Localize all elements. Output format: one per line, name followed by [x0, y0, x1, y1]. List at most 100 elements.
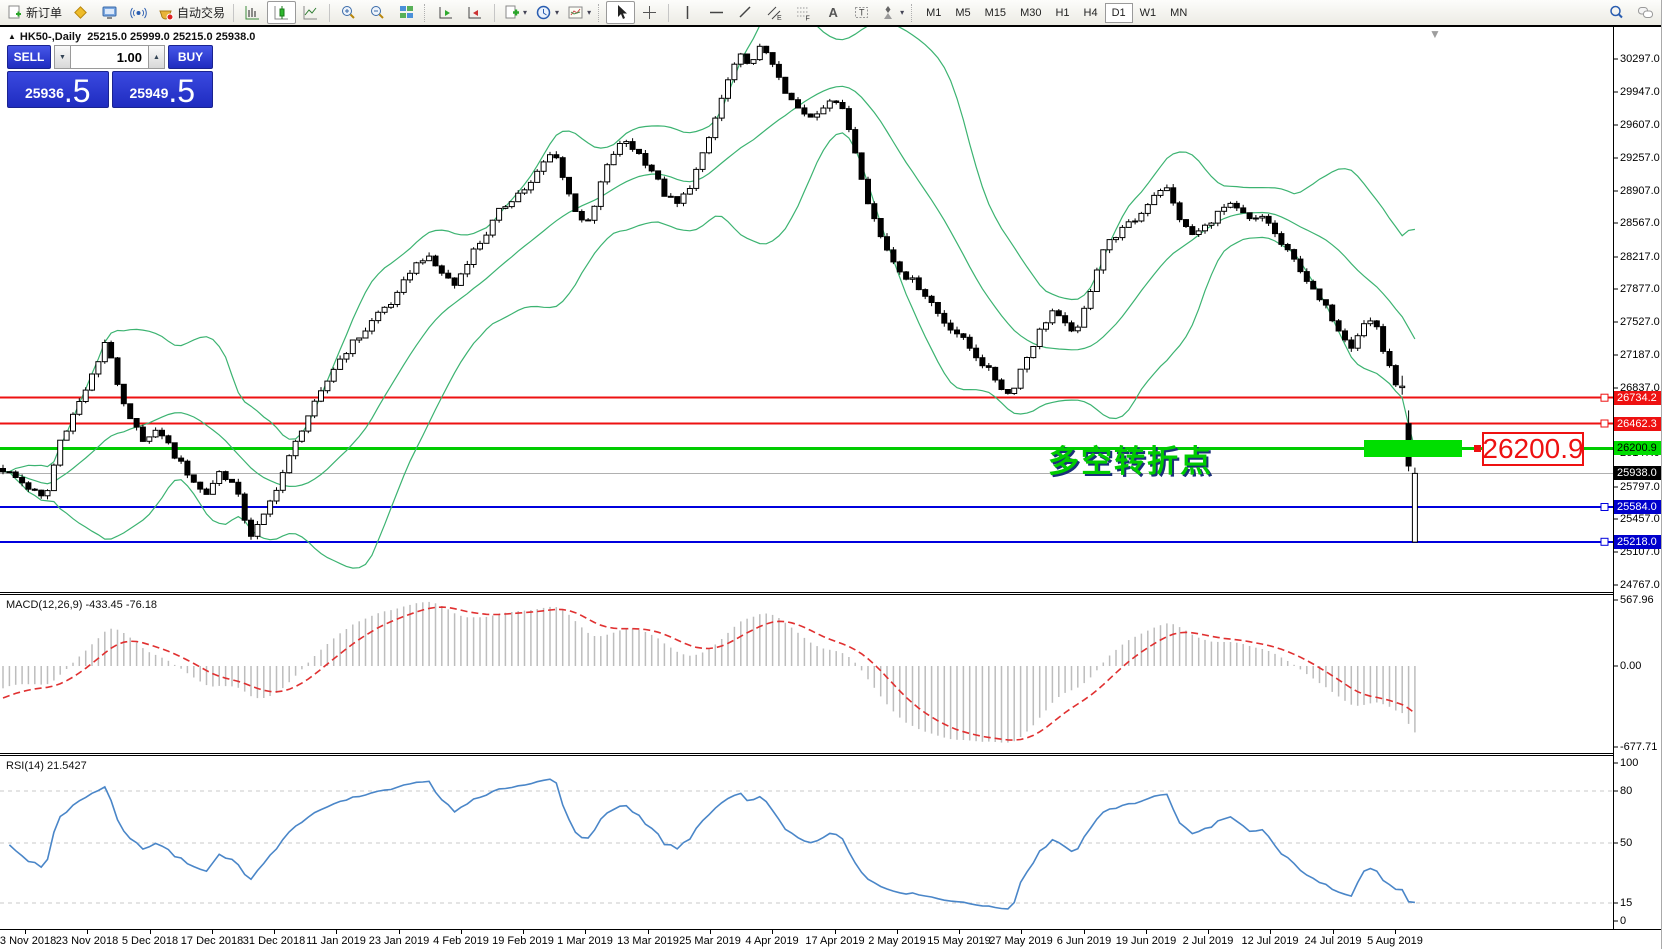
sell-button[interactable]: SELL [7, 45, 51, 69]
price-marker-badge: 26200.9 [1614, 441, 1661, 455]
chat-button[interactable] [1631, 1, 1660, 24]
terminal-button[interactable] [95, 1, 124, 24]
text-tool-button[interactable]: A [818, 1, 847, 24]
indicators-button[interactable]: ▾ [499, 1, 531, 24]
price-marker-badge: 25218.0 [1614, 535, 1661, 549]
indicator-axis-label: 0.00 [1620, 660, 1642, 672]
time-axis-tick [897, 930, 898, 934]
sell-price-display[interactable]: 25936.5 [7, 71, 109, 108]
line-handle[interactable] [1600, 419, 1609, 428]
indicator-axis-tick [1614, 599, 1618, 601]
buy-price-display[interactable]: 25949.5 [111, 71, 213, 108]
price-callout-label[interactable]: 26200.9 [1482, 432, 1584, 466]
tile-windows-button[interactable] [392, 1, 421, 24]
trendline-tool-button[interactable] [731, 1, 760, 24]
cursor-button[interactable] [606, 1, 636, 24]
line-chart-button[interactable] [296, 1, 325, 24]
rsi-value: 21.5427 [46, 760, 87, 772]
fibonacci-tool-button[interactable]: F [789, 1, 818, 24]
timeframe-w1[interactable]: W1 [1139, 6, 1157, 19]
timeframe-h1[interactable]: H1 [1055, 6, 1070, 19]
price-axis-tick [1614, 58, 1618, 60]
label-tool-button[interactable]: T [847, 1, 876, 24]
zoom-out-button[interactable] [363, 1, 392, 24]
price-axis-tick [1614, 190, 1618, 192]
toolbar-drag-handle[interactable] [598, 3, 603, 22]
candlestick-chart-button[interactable] [267, 1, 297, 24]
dropdown-arrow-icon[interactable]: ▾ [523, 8, 528, 17]
macd-canvas[interactable] [0, 595, 1613, 753]
dropdown-arrow-icon[interactable]: ▾ [587, 8, 592, 17]
auto-scroll-button[interactable] [432, 1, 461, 24]
horizontal-line-tool-button[interactable] [702, 1, 731, 24]
candlestick-chart-icon [274, 6, 289, 20]
cursor-icon [618, 5, 628, 19]
autotrade-button[interactable]: 自动交易 [153, 1, 229, 24]
volume-up-button[interactable]: ▲ [148, 45, 165, 69]
indicator-axis-tick [1614, 920, 1618, 922]
timeframe-m5[interactable]: M5 [955, 6, 971, 19]
toolbar-drag-handle[interactable] [424, 3, 429, 22]
annotation-text[interactable]: 多空转折点 [1048, 444, 1213, 479]
timeframe-m1[interactable]: M1 [926, 6, 942, 19]
timeframe-m30[interactable]: M30 [1020, 6, 1042, 19]
signal-button[interactable] [124, 1, 153, 24]
time-axis-tick [710, 930, 711, 934]
toolbar-drag-handle[interactable] [911, 3, 916, 22]
sell-price-fraction: .5 [63, 73, 91, 109]
label-anchor-handle[interactable] [1474, 445, 1481, 452]
periods-button[interactable]: ▾ [531, 1, 563, 24]
time-axis-tick [1084, 930, 1085, 934]
time-axis-label: 5 Aug 2019 [1367, 935, 1423, 947]
dropdown-arrow-icon[interactable]: ▾ [900, 8, 905, 17]
timeframe-d1[interactable]: D1 [1104, 2, 1133, 23]
highlight-rectangle-object[interactable] [1364, 440, 1462, 457]
line-handle[interactable] [1600, 393, 1609, 402]
volume-input[interactable]: 1.00 [71, 45, 148, 69]
collapse-icon[interactable]: ▲ [8, 32, 16, 41]
search-button[interactable] [1602, 1, 1631, 24]
line-handle[interactable] [1600, 537, 1609, 546]
line-handle[interactable] [1600, 503, 1609, 511]
timeframe-h4[interactable]: H4 [1083, 6, 1098, 19]
main-chart-canvas[interactable] [0, 27, 1613, 592]
new-order-button[interactable]: 新订单 [2, 1, 66, 24]
chart-shift-marker-icon[interactable]: ▼ [1429, 27, 1441, 41]
volume-down-button[interactable]: ▼ [54, 45, 71, 69]
buy-button[interactable]: BUY [168, 45, 213, 69]
timeframe-m15[interactable]: M15 [984, 6, 1007, 19]
price-axis-label: 25457.0 [1620, 513, 1660, 525]
templates-button[interactable]: ▾ [563, 1, 595, 24]
time-axis-label: 4 Apr 2019 [745, 935, 799, 947]
gold-tool-button[interactable] [66, 1, 95, 24]
horizontal-lines[interactable] [0, 396, 1613, 543]
time-axis-tick [523, 930, 524, 934]
dropdown-arrow-icon[interactable]: ▾ [555, 8, 560, 17]
time-axis[interactable]: 13 Nov 2018 23 Nov 2018 5 Dec 2018 17 Dec 2… [0, 929, 1661, 949]
crosshair-button[interactable] [635, 1, 664, 24]
time-axis-label: 13 Nov 2018 [0, 935, 57, 947]
price-axis[interactable]: 30297.0 29947.0 29607.0 29257.0 28907.0 28567… [1613, 27, 1661, 929]
chat-icon [1638, 7, 1653, 18]
bar-chart-button[interactable] [238, 1, 267, 24]
time-axis-label: 15 May 2019 [927, 935, 991, 947]
sell-price-main: 25936 [24, 85, 64, 101]
candles [0, 43, 1418, 543]
channel-tool-button[interactable]: E [760, 1, 789, 24]
time-axis-label: 5 Dec 2018 [121, 935, 179, 947]
price-axis-tick [1614, 157, 1618, 159]
chart-shift-button[interactable] [461, 1, 490, 24]
vertical-line-tool-button[interactable] [673, 1, 702, 24]
time-axis-tick [274, 930, 275, 934]
time-axis-label: 12 Jul 2019 [1241, 935, 1299, 947]
price-marker-badge: 25584.0 [1614, 500, 1661, 514]
rsi-canvas[interactable] [0, 756, 1613, 929]
panel-separator[interactable] [0, 753, 1613, 756]
time-axis-label: 2 May 2019 [868, 935, 926, 947]
tile-windows-icon [400, 6, 414, 18]
panel-separator[interactable] [0, 592, 1613, 595]
timeframe-mn[interactable]: MN [1170, 6, 1188, 19]
buy-price-main: 25949 [129, 85, 169, 101]
zoom-in-button[interactable] [334, 1, 363, 24]
shapes-tool-button[interactable]: ▾ [876, 1, 908, 24]
